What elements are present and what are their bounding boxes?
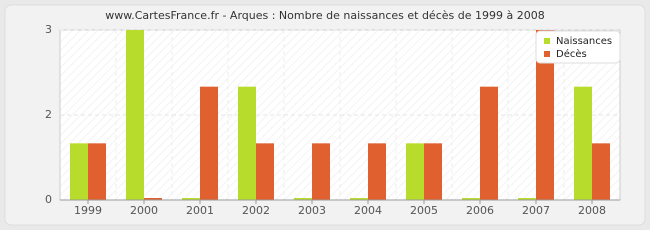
legend-swatch	[544, 38, 550, 44]
bar	[144, 198, 162, 200]
bar	[368, 143, 386, 200]
legend-label: Décès	[556, 48, 587, 60]
bar	[574, 86, 592, 200]
y-tick-label: 2	[45, 108, 52, 121]
bar	[350, 198, 368, 200]
legend-swatch	[544, 51, 550, 57]
chart-title: www.CartesFrance.fr - Arques : Nombre de…	[105, 9, 544, 22]
bar	[406, 143, 424, 200]
bar	[88, 143, 106, 200]
y-tick-label: 3	[45, 23, 52, 36]
bar	[182, 198, 200, 200]
bar	[592, 143, 610, 200]
x-tick-label: 2001	[186, 204, 214, 217]
x-tick-label: 2005	[410, 204, 438, 217]
x-tick-label: 2004	[354, 204, 382, 217]
x-tick-label: 2000	[130, 204, 158, 217]
chart: www.CartesFrance.fr - Arques : Nombre de…	[0, 0, 650, 230]
bar	[536, 30, 554, 200]
bar	[70, 143, 88, 200]
bar	[238, 86, 256, 200]
bar	[480, 86, 498, 200]
bar	[294, 198, 312, 200]
x-tick-label: 2008	[578, 204, 606, 217]
x-tick-label: 2003	[298, 204, 326, 217]
x-tick-label: 2006	[466, 204, 494, 217]
x-tick-label: 2002	[242, 204, 270, 217]
y-tick-label: 0	[45, 193, 52, 206]
bar	[312, 143, 330, 200]
bar	[462, 198, 480, 200]
x-tick-label: 1999	[74, 204, 102, 217]
bar	[200, 86, 218, 200]
bar	[126, 30, 144, 200]
x-tick-label: 2007	[522, 204, 550, 217]
legend-box	[535, 30, 621, 64]
bar	[518, 198, 536, 200]
legend-label: Naissances	[556, 36, 612, 47]
bar	[424, 143, 442, 200]
bar	[256, 143, 274, 200]
